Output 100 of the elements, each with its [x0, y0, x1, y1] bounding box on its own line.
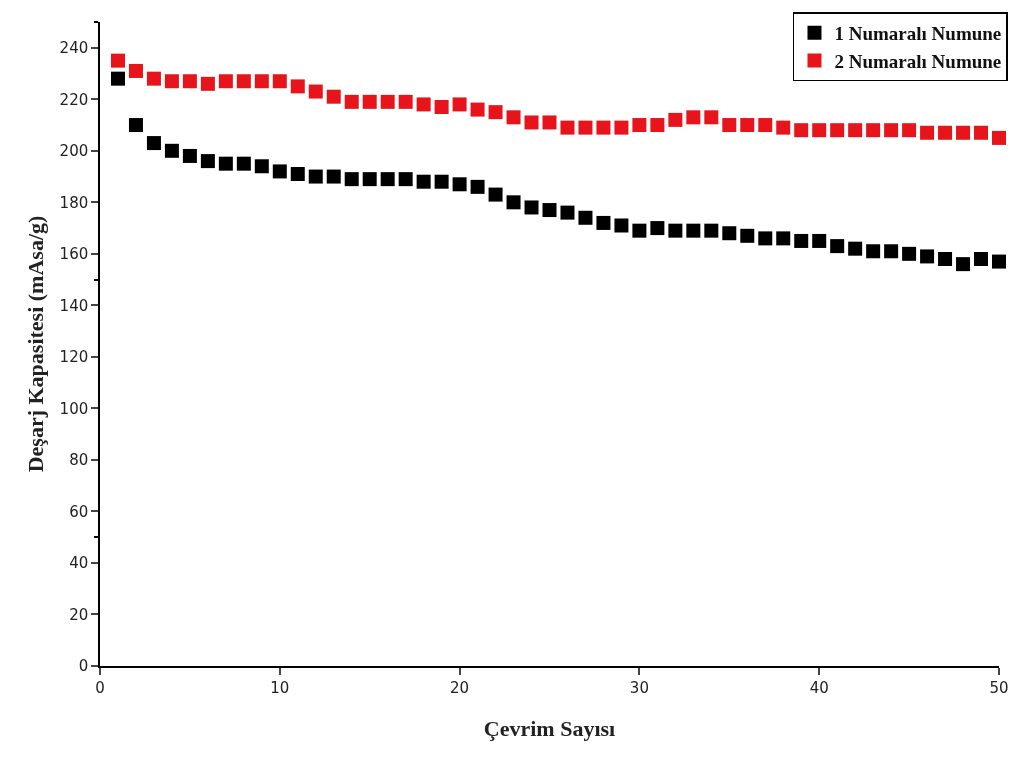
point	[164, 143, 179, 158]
point	[344, 94, 359, 109]
point	[542, 203, 557, 218]
point	[956, 125, 971, 140]
point	[272, 164, 287, 179]
point	[218, 74, 233, 89]
point	[956, 257, 971, 272]
point	[416, 97, 431, 112]
point	[506, 195, 521, 210]
point	[668, 223, 683, 238]
point	[740, 118, 755, 133]
point	[578, 210, 593, 225]
point	[866, 244, 881, 259]
y-tick-label: 100	[59, 399, 89, 418]
point	[578, 120, 593, 135]
point	[416, 174, 431, 189]
point	[398, 172, 413, 187]
point	[470, 102, 485, 117]
point	[542, 115, 557, 130]
point	[830, 123, 845, 138]
point	[326, 169, 341, 184]
x-tick-label: 40	[809, 678, 829, 697]
y-tick-label: 20	[69, 605, 89, 624]
point	[380, 172, 395, 187]
point	[434, 100, 449, 115]
legend-label: 1 Numaralı Numune	[834, 23, 1002, 45]
point	[110, 71, 125, 86]
point	[380, 94, 395, 109]
point	[128, 63, 143, 78]
point	[704, 223, 719, 238]
point	[200, 76, 215, 91]
point	[488, 105, 503, 120]
point	[776, 120, 791, 135]
point	[776, 231, 791, 246]
point	[794, 233, 809, 248]
point	[344, 172, 359, 187]
point	[470, 179, 485, 194]
point	[326, 89, 341, 104]
point	[506, 110, 521, 125]
point	[614, 218, 629, 233]
point	[452, 177, 467, 192]
point	[452, 97, 467, 112]
point	[848, 241, 863, 256]
point	[488, 187, 503, 202]
point	[524, 115, 539, 130]
point	[650, 221, 665, 236]
y-axis-title: Deşarj Kapasitesi (mAsa/g)	[22, 215, 48, 473]
point	[920, 249, 935, 264]
point	[938, 125, 953, 140]
point	[848, 123, 863, 138]
point	[812, 233, 827, 248]
x-axis-title: Çevrim Sayısı	[483, 716, 616, 742]
y-tick-label: 180	[59, 193, 89, 212]
point	[560, 120, 575, 135]
point	[920, 125, 935, 140]
point	[290, 79, 305, 94]
x-tick-label: 50	[989, 678, 1009, 697]
point	[830, 239, 845, 254]
y-tick-label: 0	[78, 657, 89, 676]
point	[596, 215, 611, 230]
point	[632, 118, 647, 133]
y-tick-label: 220	[59, 90, 89, 109]
y-tick-label: 80	[69, 451, 89, 470]
point	[524, 200, 539, 215]
point	[146, 136, 161, 151]
point	[938, 251, 953, 266]
point	[884, 244, 899, 259]
point	[110, 53, 125, 68]
y-tick-label: 140	[59, 296, 89, 315]
point	[308, 84, 323, 99]
point	[434, 174, 449, 189]
point	[902, 123, 917, 138]
x-tick-label: 20	[450, 678, 470, 697]
point	[758, 118, 773, 133]
x-tick-label: 30	[629, 678, 649, 697]
y-tick-label: 240	[59, 39, 89, 58]
point	[236, 74, 251, 89]
point	[668, 112, 683, 127]
point	[992, 254, 1006, 269]
point	[974, 251, 989, 266]
point	[722, 118, 737, 133]
point	[254, 74, 269, 89]
point	[362, 94, 377, 109]
point	[218, 156, 233, 171]
point	[236, 156, 251, 171]
point	[164, 74, 179, 89]
legend-label: 2 Numaralı Numune	[834, 50, 1002, 72]
point	[866, 123, 881, 138]
point	[200, 154, 215, 169]
point	[128, 118, 143, 133]
y-tick-label: 120	[59, 348, 89, 367]
point	[290, 166, 305, 181]
point	[272, 74, 287, 89]
y-tick-label: 160	[59, 245, 89, 264]
point	[758, 231, 773, 246]
y-tick-label: 200	[59, 142, 89, 161]
point	[794, 123, 809, 138]
point	[182, 148, 197, 163]
point	[362, 172, 377, 187]
point	[146, 71, 161, 86]
